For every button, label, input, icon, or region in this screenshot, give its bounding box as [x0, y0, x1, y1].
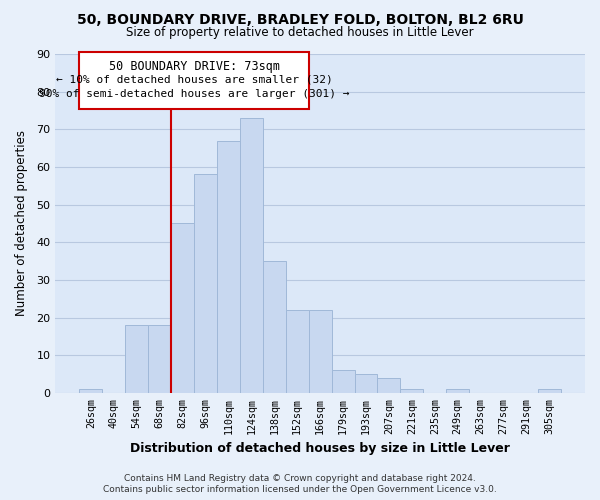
Bar	[308, 310, 332, 393]
Text: 90% of semi-detached houses are larger (301) →: 90% of semi-detached houses are larger (…	[39, 88, 349, 99]
Bar	[263, 261, 286, 393]
Bar	[538, 389, 561, 393]
Bar	[217, 140, 240, 393]
Bar	[446, 389, 469, 393]
Bar	[240, 118, 263, 393]
Bar	[148, 325, 171, 393]
Text: ← 10% of detached houses are smaller (32): ← 10% of detached houses are smaller (32…	[56, 74, 332, 85]
Bar	[377, 378, 400, 393]
Text: 50 BOUNDARY DRIVE: 73sqm: 50 BOUNDARY DRIVE: 73sqm	[109, 60, 280, 72]
Bar	[125, 325, 148, 393]
Bar	[400, 389, 424, 393]
Bar	[332, 370, 355, 393]
Text: 50, BOUNDARY DRIVE, BRADLEY FOLD, BOLTON, BL2 6RU: 50, BOUNDARY DRIVE, BRADLEY FOLD, BOLTON…	[77, 12, 523, 26]
Text: Size of property relative to detached houses in Little Lever: Size of property relative to detached ho…	[126, 26, 474, 39]
Text: Contains HM Land Registry data © Crown copyright and database right 2024.
Contai: Contains HM Land Registry data © Crown c…	[103, 474, 497, 494]
Bar	[286, 310, 308, 393]
Bar	[355, 374, 377, 393]
X-axis label: Distribution of detached houses by size in Little Lever: Distribution of detached houses by size …	[130, 442, 510, 455]
FancyBboxPatch shape	[79, 52, 308, 108]
Bar	[79, 389, 103, 393]
Bar	[171, 224, 194, 393]
Bar	[194, 174, 217, 393]
Y-axis label: Number of detached properties: Number of detached properties	[15, 130, 28, 316]
